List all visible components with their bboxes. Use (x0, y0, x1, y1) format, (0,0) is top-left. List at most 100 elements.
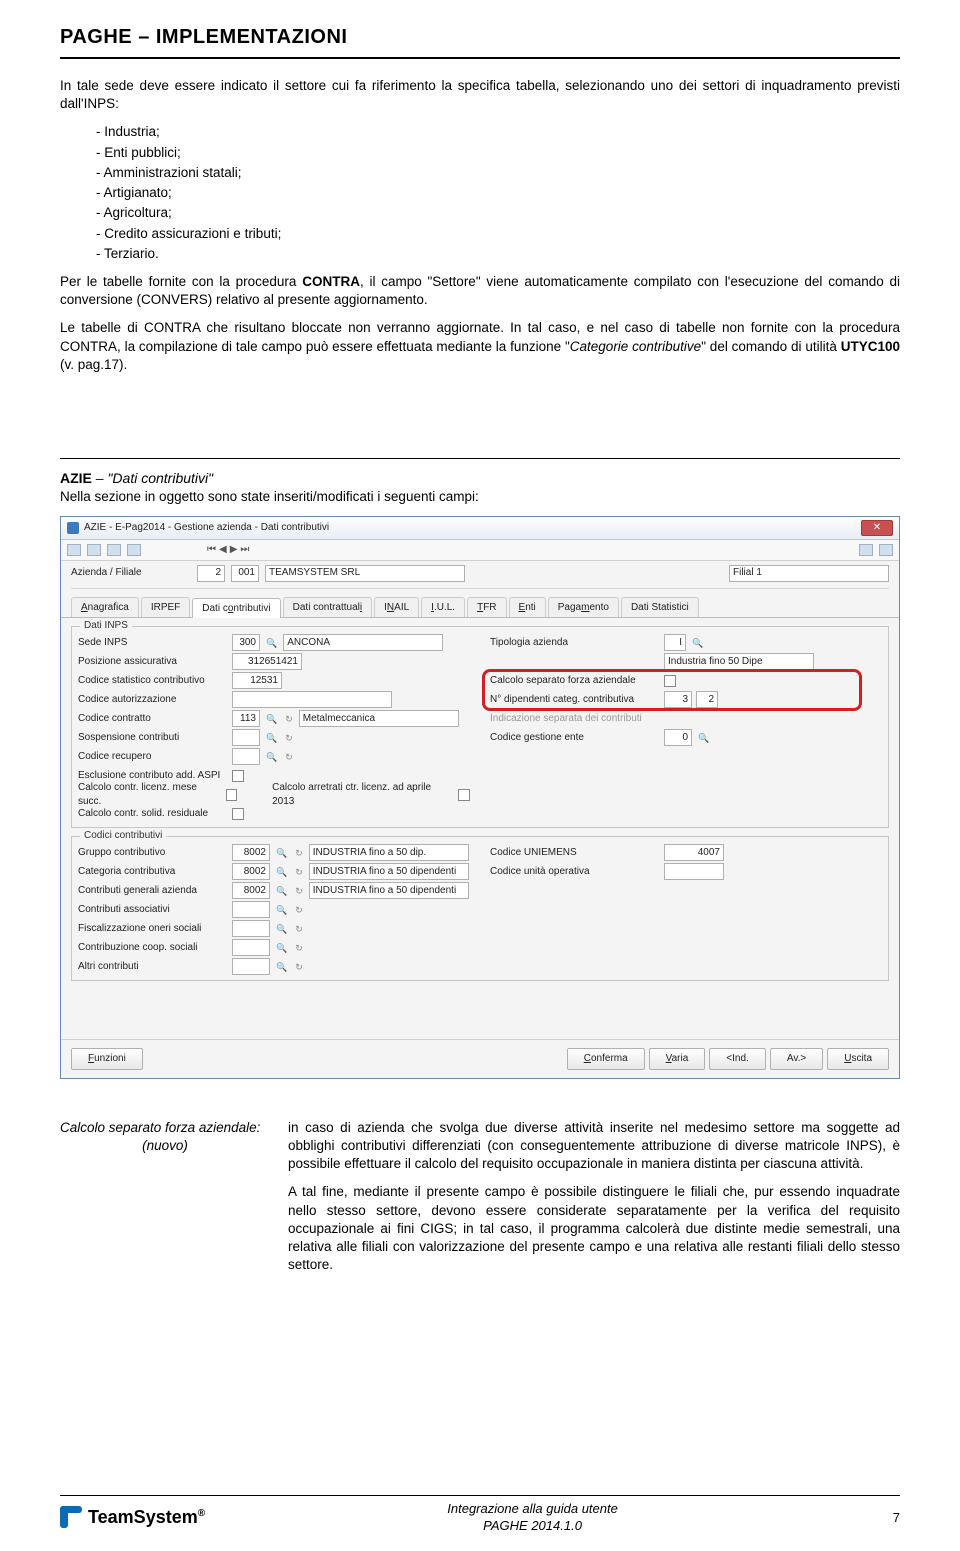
calc-sep-label: Calcolo separato forza aziendale (490, 674, 660, 688)
sede-code-input[interactable]: 300 (232, 634, 260, 651)
ass-label: Contributi associativi (78, 903, 228, 917)
logo-mark-icon (60, 1506, 82, 1528)
calc-sep-checkbox[interactable] (664, 675, 676, 687)
uniemens-label: Codice UNIEMENS (490, 846, 660, 860)
auth-input[interactable] (232, 691, 392, 708)
ind-sep-label: Indicazione separata dei contributi (490, 712, 660, 726)
azienda-label: Azienda / Filiale (71, 566, 191, 580)
tip-name-input[interactable]: Industria fino 50 Dipe (664, 653, 814, 670)
tip-code-input[interactable]: I (664, 634, 686, 651)
list-item: Enti pubblici; (104, 145, 181, 160)
grp-input[interactable]: 8002 (232, 844, 270, 861)
tab-dati-contributivi[interactable]: Dati contributivi (192, 598, 280, 619)
varia-button[interactable]: Varia (649, 1048, 706, 1070)
contr-label: Codice contratto (78, 712, 228, 726)
record-nav[interactable]: ⏮◀▶⏭ (207, 543, 249, 557)
page-header: PAGHE – IMPLEMENTAZIONI (60, 24, 900, 51)
close-button[interactable]: ✕ (861, 520, 893, 536)
window-title: AZIE - E-Pag2014 - Gestione azienda - Da… (84, 521, 329, 535)
calc1-checkbox[interactable] (226, 789, 238, 801)
group-codici-contributivi: Codici contributivi Gruppo contributivo … (71, 836, 889, 981)
tab-dati-contrattuali[interactable]: Dati contrattuali (283, 597, 373, 618)
contr-code-input[interactable]: 113 (232, 710, 260, 727)
list-item: Artigianato; (104, 185, 172, 200)
ind-button[interactable]: <Ind. (709, 1048, 766, 1070)
grp-name: INDUSTRIA fino a 50 dip. (309, 844, 469, 861)
gen-input[interactable]: 8002 (232, 882, 270, 899)
altri-input[interactable] (232, 958, 270, 975)
para-contra: Per le tabelle fornite con la procedura … (60, 273, 900, 309)
pos-input[interactable]: 312651421 (232, 653, 302, 670)
azienda-sub-input[interactable]: 001 (231, 565, 259, 582)
gen-name: INDUSTRIA fino a 50 dipendenti (309, 882, 469, 899)
toolbar-icon[interactable] (107, 544, 121, 556)
toolbar-icon[interactable] (67, 544, 81, 556)
tab-irpef[interactable]: IRPEF (141, 597, 190, 618)
funzioni-button[interactable]: Funzioni (71, 1048, 143, 1070)
list-item: Amministrazioni statali; (104, 165, 242, 180)
calc-arr-checkbox[interactable] (458, 789, 470, 801)
field-desc-column: in caso di azienda che svolga due divers… (288, 1119, 900, 1285)
grp-label: Gruppo contributivo (78, 846, 228, 860)
recup-input[interactable] (232, 748, 260, 765)
sede-name-input[interactable]: ANCONA (283, 634, 443, 651)
ente-input[interactable]: 0 (664, 729, 692, 746)
group-legend: Codici contributivi (80, 829, 166, 843)
toolbar-icon[interactable] (879, 544, 893, 556)
sosp-input[interactable] (232, 729, 260, 746)
fis-input[interactable] (232, 920, 270, 937)
altri-label: Altri contributi (78, 960, 228, 974)
header-rule (60, 57, 900, 59)
tab-anagrafica[interactable]: AAnagraficanagrafica (71, 597, 139, 618)
unita-input[interactable] (664, 863, 724, 880)
uniemens-input[interactable]: 4007 (664, 844, 724, 861)
para-utyc: Le tabelle di CONTRA che risultano blocc… (60, 319, 900, 374)
list-item: Credito assicurazioni e tributi; (104, 226, 281, 241)
unita-label: Codice unità operativa (490, 865, 660, 879)
toolbar-icon[interactable] (87, 544, 101, 556)
tab-iul[interactable]: I.U.L. (421, 597, 465, 618)
csc-label: Codice statistico contributivo (78, 674, 228, 688)
lookup-icon[interactable]: 🔍 (264, 637, 279, 649)
uscita-button[interactable]: Uscita (827, 1048, 889, 1070)
csc-input[interactable]: 12531 (232, 672, 282, 689)
section-rule (60, 458, 900, 459)
azienda-name-input[interactable]: TEAMSYSTEM SRL (265, 565, 465, 582)
ente-label: Codice gestione ente (490, 731, 660, 745)
coop-label: Contribuzione coop. sociali (78, 941, 228, 955)
tab-pagamento[interactable]: Pagamento (548, 597, 619, 618)
lookup-icon[interactable]: 🔍 (690, 637, 705, 649)
fis-label: Fiscalizzazione oneri sociali (78, 922, 228, 936)
ndip-b-input[interactable]: 2 (696, 691, 718, 708)
toolbar-icon[interactable] (859, 544, 873, 556)
section-intro: Nella sezione in oggetto sono state inse… (60, 488, 900, 506)
app-window: AZIE - E-Pag2014 - Gestione azienda - Da… (60, 516, 900, 1079)
tab-inail[interactable]: INAIL (374, 597, 419, 618)
tab-strip: AAnagraficanagrafica IRPEF Dati contribu… (61, 591, 899, 619)
av-button[interactable]: Av.> (770, 1048, 823, 1070)
calc2-checkbox[interactable] (232, 808, 244, 820)
cat-input[interactable]: 8002 (232, 863, 270, 880)
azienda-code-input[interactable]: 2 (197, 565, 225, 582)
toolbar-icon[interactable] (127, 544, 141, 556)
filiale-input[interactable]: Filial 1 (729, 565, 889, 582)
page-number: 7 (860, 1509, 900, 1527)
sede-inps-label: Sede INPS (78, 636, 228, 650)
field-name-column: Calcolo separato forza aziendale: (nuovo… (60, 1119, 270, 1285)
sosp-label: Sospensione contributi (78, 731, 228, 745)
tab-tfr[interactable]: TFR (467, 597, 506, 618)
ass-input[interactable] (232, 901, 270, 918)
sector-list: - Industria; - Enti pubblici; - Amminist… (96, 123, 900, 263)
contr-name-input[interactable]: Metalmeccanica (299, 710, 459, 727)
coop-input[interactable] (232, 939, 270, 956)
ndip-a-input[interactable]: 3 (664, 691, 692, 708)
tab-statistici[interactable]: Dati Statistici (621, 597, 699, 618)
auth-label: Codice autorizzazione (78, 693, 228, 707)
conferma-button[interactable]: Conferma (567, 1048, 645, 1070)
escl-checkbox[interactable] (232, 770, 244, 782)
toolbar: ⏮◀▶⏭ (61, 540, 899, 561)
tab-enti[interactable]: Enti (509, 597, 546, 618)
app-icon (67, 522, 79, 534)
lookup-icon[interactable]: 🔍 (264, 713, 279, 725)
list-item: Agricoltura; (104, 205, 172, 220)
